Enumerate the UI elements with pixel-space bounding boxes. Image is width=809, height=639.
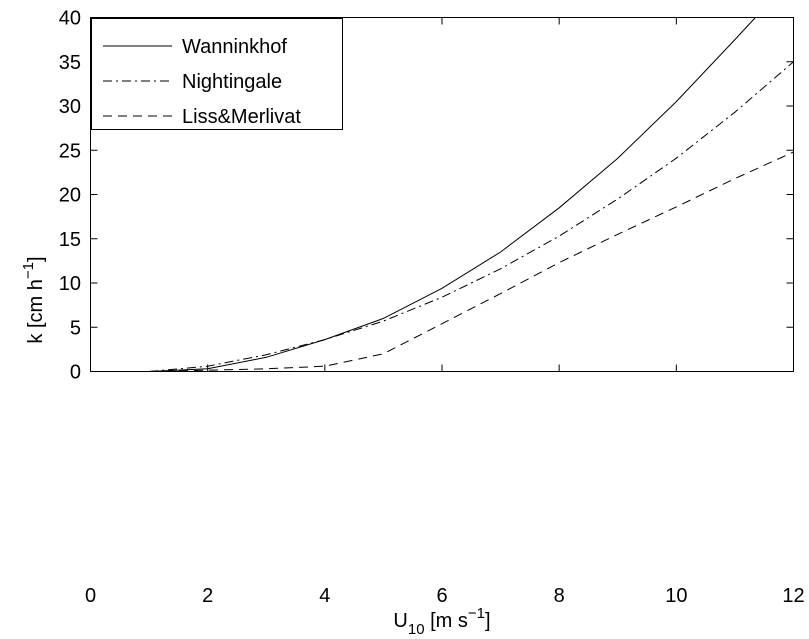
series-line-wanninkhof xyxy=(149,17,756,372)
legend-label: Liss&Merlivat xyxy=(182,106,301,128)
y-tick-label: 25 xyxy=(59,140,81,162)
legend: Wanninkhof Nightingale Liss&Merlivat xyxy=(91,18,343,130)
y-tick-label: 20 xyxy=(59,185,81,207)
series-line-liss-merlivat xyxy=(149,151,794,372)
y-tick-label: 30 xyxy=(59,96,81,118)
x-tick-label: 4 xyxy=(319,585,330,607)
plot-frame xyxy=(90,17,794,372)
series-line-nightingale xyxy=(149,61,794,372)
x-tick-label: 8 xyxy=(554,585,565,607)
x-tick-label: 0 xyxy=(85,585,96,607)
y-tick-label: 15 xyxy=(59,229,81,251)
y-tick-label: 5 xyxy=(70,317,81,339)
ticks-layer: 0 2 4 6 8 10 12 0 5 10 15 20 25 30 35 40 xyxy=(59,8,805,608)
x-tick-label: 10 xyxy=(665,585,687,607)
x-tick-label: 6 xyxy=(436,585,447,607)
series-layer xyxy=(149,17,794,372)
y-axis-label: k [cm h−1] xyxy=(20,256,47,343)
legend-label: Wanninkhof xyxy=(182,36,287,58)
x-tick-label: 2 xyxy=(202,585,213,607)
y-tick-label: 0 xyxy=(70,362,81,384)
y-tick-label: 40 xyxy=(59,8,81,30)
y-tick-label: 10 xyxy=(59,273,81,295)
x-axis-label: U10 [m s−1] xyxy=(393,605,490,638)
x-tick-label: 12 xyxy=(782,585,804,607)
y-tick-label: 35 xyxy=(59,52,81,74)
legend-box xyxy=(91,18,343,130)
legend-label: Nightingale xyxy=(182,71,282,93)
